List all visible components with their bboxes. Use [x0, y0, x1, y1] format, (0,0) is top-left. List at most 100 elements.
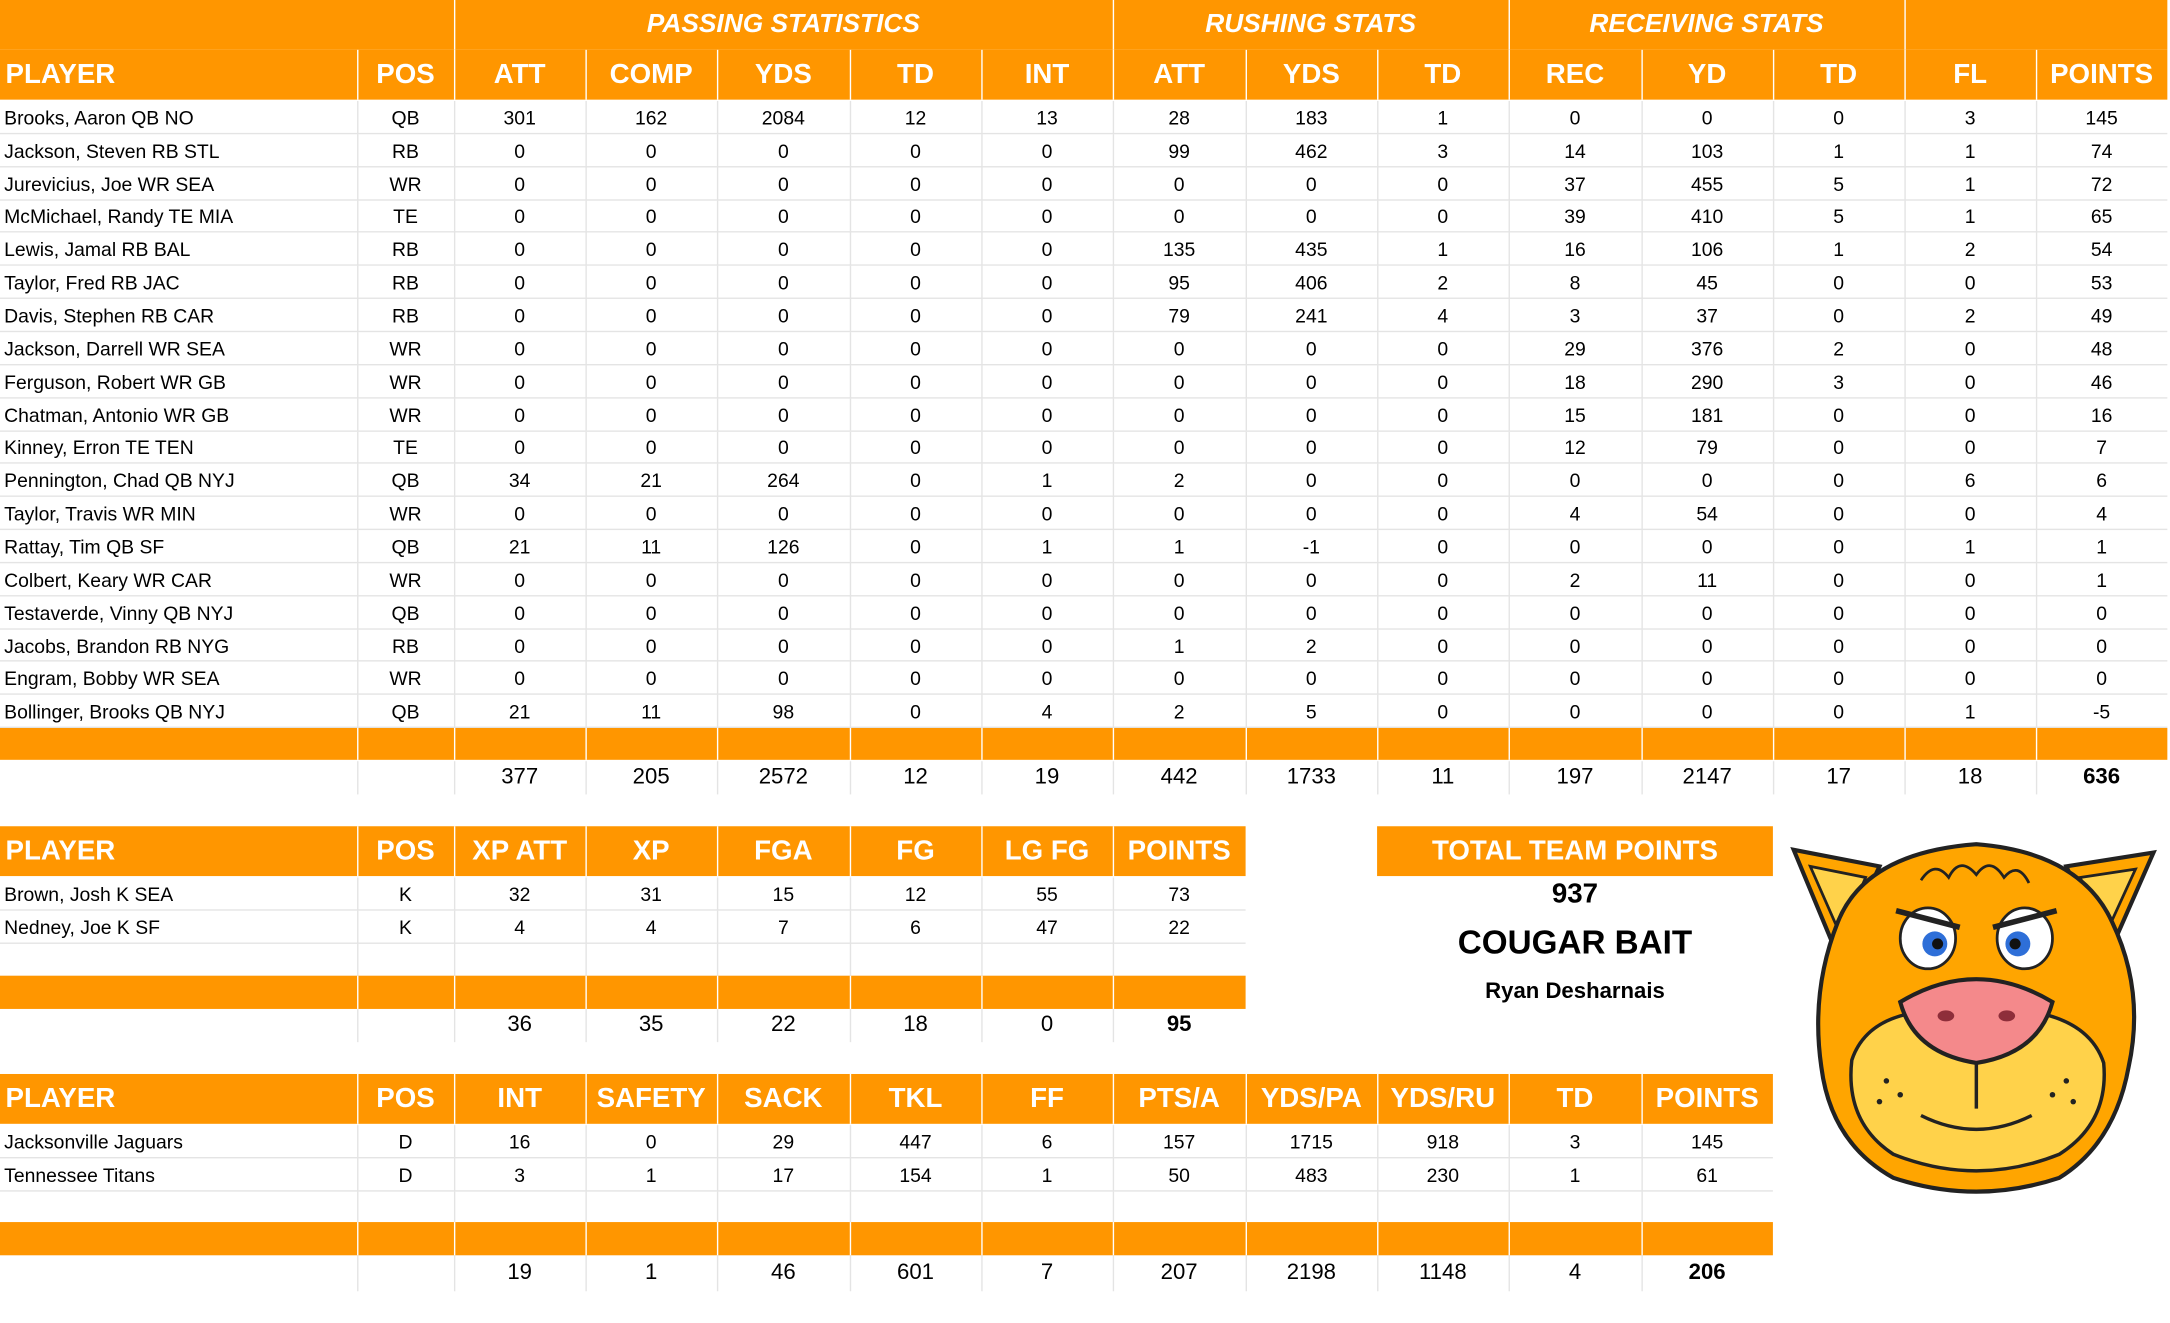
- row-divider: [0, 528, 2168, 531]
- cell-divider: [1508, 365, 1510, 399]
- cell-divider: [1508, 299, 1510, 333]
- cell-divider: [1772, 761, 1775, 795]
- cell-divider: [1641, 1125, 1643, 1159]
- stat-cell: 0: [514, 601, 526, 624]
- cell-divider: [1377, 1125, 1379, 1159]
- column-header: COMP: [609, 58, 693, 90]
- column-divider: [1377, 49, 1379, 100]
- stat-cell: 50: [1168, 1163, 1190, 1187]
- stat-cell: WR: [389, 568, 422, 591]
- cell-divider: [453, 1158, 456, 1192]
- cell-divider: [1112, 662, 1115, 696]
- cell-divider: [1904, 464, 1906, 498]
- stat-cell: 28: [1168, 106, 1190, 129]
- cell-divider: [585, 530, 587, 564]
- cell-divider: [1904, 398, 1906, 432]
- cell-divider: [2035, 761, 2038, 795]
- cell-divider: [981, 910, 983, 944]
- column-header: PLAYER: [5, 835, 116, 866]
- cell-divider: [1245, 563, 1247, 597]
- cell-divider: [1772, 431, 1775, 465]
- player-name: Taylor, Fred RB JAC: [4, 271, 180, 294]
- row-divider: [0, 297, 2168, 300]
- stat-cell: 0: [1964, 601, 1976, 624]
- cell-divider: [1772, 233, 1775, 267]
- stat-cell: D: [398, 1130, 413, 1153]
- stat-cell: WR: [389, 337, 422, 360]
- cell-divider: [585, 431, 587, 465]
- stat-cell: 7: [777, 916, 789, 939]
- cell-divider: [1641, 695, 1643, 729]
- cell-divider: [1245, 398, 1247, 432]
- total-cell: 442: [1160, 765, 1198, 789]
- stat-cell: 0: [1833, 304, 1845, 327]
- total-cell: 2572: [758, 765, 808, 789]
- stat-cell: 29: [1564, 337, 1586, 360]
- stat-cell: 0: [1701, 106, 1713, 129]
- cell-divider: [1377, 629, 1379, 663]
- stat-cell: 0: [777, 601, 789, 624]
- stat-cell: 13: [1036, 106, 1058, 129]
- cell-divider: [1641, 266, 1643, 300]
- cell-divider: [849, 596, 852, 630]
- total-cell: 11: [1431, 765, 1455, 789]
- group-header: PASSING STATISTICS: [646, 9, 920, 39]
- cell-divider: [1904, 530, 1906, 564]
- cell-divider: [1377, 365, 1379, 399]
- cell-divider: [585, 497, 587, 531]
- stat-cell: 1715: [1289, 1130, 1333, 1153]
- cell-divider: [453, 1255, 456, 1292]
- cell-divider: [716, 1255, 719, 1292]
- cell-divider: [849, 1191, 852, 1225]
- column-divider: [1112, 975, 1115, 1009]
- stat-cell: 0: [777, 436, 789, 459]
- cell-divider: [1641, 464, 1643, 498]
- cell-divider: [716, 596, 719, 630]
- column-divider: [1641, 727, 1643, 760]
- column-divider: [357, 1073, 359, 1124]
- cell-divider: [1772, 365, 1775, 399]
- stat-cell: 15: [772, 882, 795, 906]
- stat-cell: 0: [514, 205, 526, 228]
- column-divider: [1377, 1073, 1379, 1124]
- cell-divider: [357, 596, 359, 630]
- cell-divider: [2035, 365, 2038, 399]
- stat-cell: 55: [1036, 882, 1058, 906]
- cell-divider: [1641, 1255, 1643, 1292]
- stat-cell: 0: [645, 370, 657, 393]
- cell-divider: [453, 877, 456, 911]
- cell-divider: [357, 877, 359, 911]
- total-points: 636: [2083, 765, 2121, 789]
- cell-divider: [1112, 266, 1115, 300]
- cell-divider: [585, 1255, 587, 1292]
- cell-divider: [981, 662, 983, 696]
- row-divider: [0, 132, 2168, 135]
- cell-divider: [453, 101, 456, 135]
- cell-divider: [716, 761, 719, 795]
- stat-cell: 0: [777, 568, 789, 591]
- stat-cell: 0: [514, 667, 526, 690]
- stat-cell: 74: [2090, 139, 2113, 162]
- column-divider: [453, 49, 456, 100]
- stat-cell: 0: [910, 667, 921, 690]
- cell-divider: [716, 431, 719, 465]
- column-divider: [2035, 49, 2038, 100]
- total-cell: 205: [632, 765, 670, 789]
- total-cell: 7: [1040, 1260, 1054, 1285]
- cell-divider: [585, 695, 587, 729]
- stat-cell: 0: [1173, 403, 1185, 426]
- column-header: POS: [376, 1082, 435, 1114]
- column-divider: [1508, 49, 1510, 100]
- cell-divider: [1641, 1191, 1643, 1225]
- stat-cell: D: [398, 1163, 413, 1187]
- cell-divider: [1641, 596, 1643, 630]
- stat-cell: 0: [910, 139, 921, 162]
- cell-divider: [1904, 662, 1906, 696]
- cell-divider: [357, 1191, 359, 1225]
- cell-divider: [1508, 761, 1510, 795]
- cell-divider: [2035, 266, 2038, 300]
- cell-divider: [1641, 563, 1643, 597]
- stat-cell: 0: [910, 172, 921, 195]
- stat-cell: 5: [1833, 205, 1845, 228]
- column-divider: [716, 1222, 719, 1256]
